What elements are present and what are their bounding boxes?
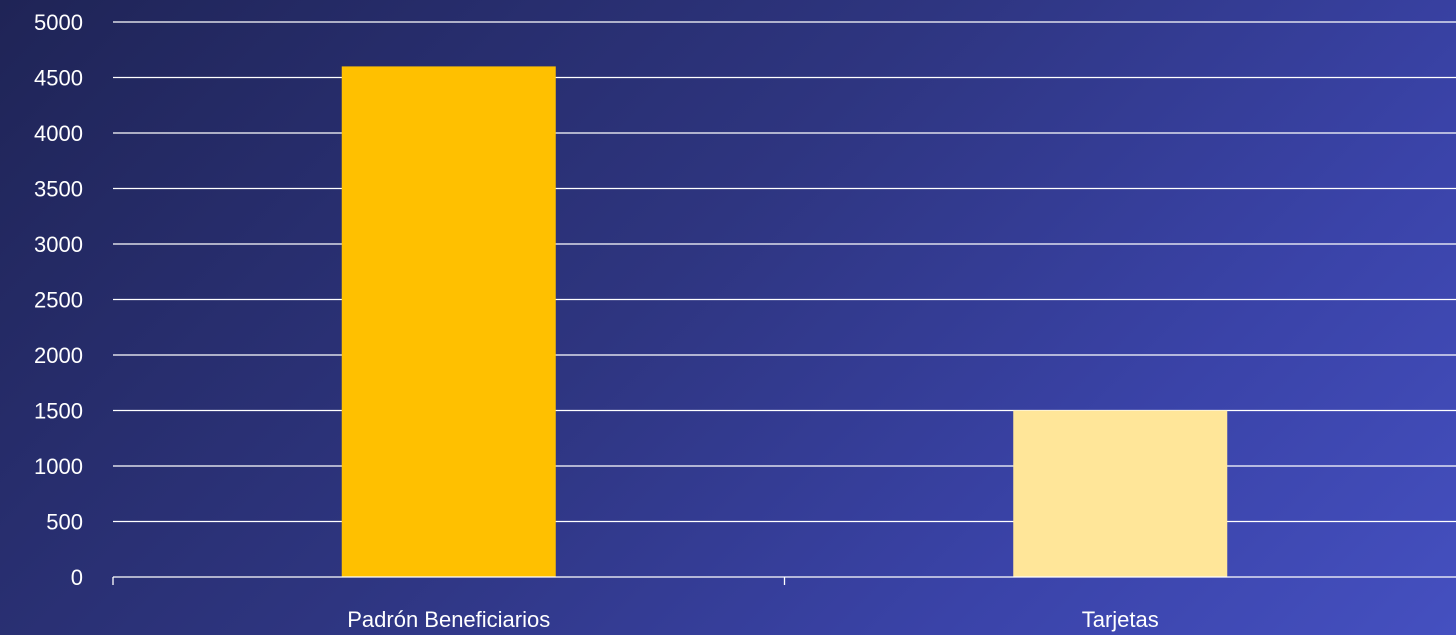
y-tick-label: 3500 bbox=[34, 177, 83, 202]
x-axis-category-labels: Padrón Beneficiarios Tarjetas bbox=[347, 607, 1159, 632]
y-axis-tick-labels: 0 500 1000 1500 2000 2500 3000 3500 4000 4500 5000 bbox=[34, 10, 83, 590]
x-axis bbox=[112, 576, 1456, 585]
bar bbox=[1013, 410, 1228, 577]
x-category-label: Tarjetas bbox=[1082, 607, 1159, 632]
x-category-label: Padrón Beneficiarios bbox=[347, 607, 550, 632]
bars bbox=[341, 66, 1228, 578]
y-tick-label: 4000 bbox=[34, 121, 83, 146]
bar bbox=[341, 66, 556, 578]
y-tick-label: 3000 bbox=[34, 232, 83, 257]
gridlines bbox=[113, 21, 1456, 523]
y-tick-label: 0 bbox=[71, 565, 83, 590]
y-tick-label: 4500 bbox=[34, 66, 83, 91]
y-tick-label: 500 bbox=[46, 510, 83, 535]
y-tick-label: 2500 bbox=[34, 288, 83, 313]
y-tick-label: 1000 bbox=[34, 454, 83, 479]
y-tick-label: 1500 bbox=[34, 399, 83, 424]
y-tick-label: 5000 bbox=[34, 10, 83, 35]
y-tick-label: 2000 bbox=[34, 343, 83, 368]
